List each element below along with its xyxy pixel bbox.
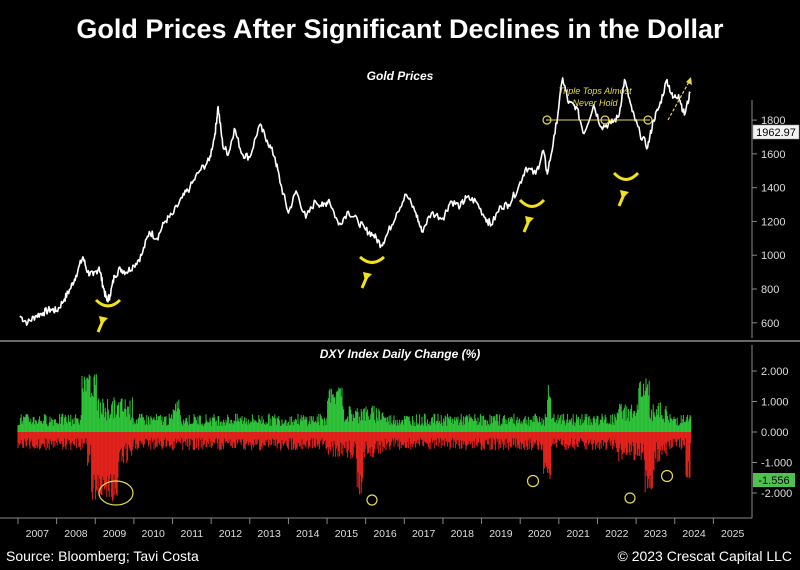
triple-tops-text-1: Triple Tops Almost xyxy=(558,86,632,96)
gold-panel-title: Gold Prices xyxy=(367,69,434,83)
top-marker-2 xyxy=(600,115,610,125)
x-tick-label: 2014 xyxy=(296,528,320,540)
x-tick-label: 2021 xyxy=(566,528,590,540)
bottom-arc-2022 xyxy=(612,171,640,181)
bottom-arrowhead-2020 xyxy=(525,216,534,225)
gold-ytick-label: 1200 xyxy=(761,216,785,228)
dxy-ytick-label: 0.000 xyxy=(761,427,789,439)
dxy-last-value-box xyxy=(753,473,795,487)
bottom-arc-2008 xyxy=(94,298,122,308)
bottom-arrowhead-2015 xyxy=(363,272,372,281)
chart-canvas: Gold Prices DXY Index Daily Change (%) 6… xyxy=(0,69,800,540)
triple-tops-annotation: Triple Tops Almost Never Hold xyxy=(542,77,692,125)
x-tick-label: 2018 xyxy=(451,528,475,540)
top-marker-1 xyxy=(542,115,552,125)
gold-y-ticks: 600 800 1000 1200 1400 1600 1800 xyxy=(752,115,785,330)
x-tick-label: 2011 xyxy=(181,528,204,540)
gold-last-value-box xyxy=(752,124,800,140)
breakout-arrow-head xyxy=(686,77,692,85)
bottom-arrowhead-2022 xyxy=(620,190,629,199)
copyright-note: © 2023 Crescat Capital LLC xyxy=(617,548,792,564)
x-tick-label: 2009 xyxy=(103,528,127,540)
gold-ytick-label: 1800 xyxy=(761,115,785,127)
x-tick-label: 2017 xyxy=(412,528,436,540)
dxy-ytick-label: 2.000 xyxy=(761,366,789,378)
gold-ytick-label: 800 xyxy=(761,284,779,296)
x-tick-label: 2019 xyxy=(489,528,513,540)
chart-title: Gold Prices After Significant Declines i… xyxy=(76,14,724,44)
dxy-ytick-label: -1.000 xyxy=(761,458,792,470)
top-marker-3 xyxy=(643,115,653,125)
dxy-bars xyxy=(17,374,692,502)
dxy-circle-2023 xyxy=(660,469,674,483)
bottom-arrowhead-2008 xyxy=(99,316,108,325)
dxy-last-value: -1.556 xyxy=(753,473,795,487)
dxy-ytick-label: -2.000 xyxy=(761,488,792,500)
gold-last-value-text: 1962.97 xyxy=(756,127,796,139)
dxy-ytick-label: 1.000 xyxy=(761,397,789,409)
x-tick-label: 2016 xyxy=(373,528,397,540)
x-tick-label: 2012 xyxy=(219,528,243,540)
bottom-arc-2015 xyxy=(358,255,386,264)
source-note: Source: Bloomberg; Tavi Costa xyxy=(6,548,199,564)
gold-ytick-label: 1400 xyxy=(761,183,785,195)
x-tick-label: 2025 xyxy=(721,528,745,540)
dxy-circle-2022 xyxy=(624,492,636,504)
gold-price-line xyxy=(19,77,691,326)
dxy-y-ticks: 2.000 1.000 0.000 -1.000 -2.000 xyxy=(752,366,792,500)
x-ticks: 2007 2008 2009 2010 2011 2012 2013 2014 2015 2016… xyxy=(17,518,745,540)
dxy-panel-title: DXY Index Daily Change (%) xyxy=(320,347,480,361)
gold-ytick-label: 1000 xyxy=(761,250,785,262)
dxy-circle-2020 xyxy=(526,474,540,488)
bottom-arc-2020 xyxy=(518,198,546,208)
x-tick-label: 2010 xyxy=(142,528,166,540)
bottom-markers xyxy=(94,171,640,333)
x-tick-label: 2013 xyxy=(257,528,281,540)
triple-tops-text-2: Never Hold xyxy=(572,98,618,108)
breakout-arrow xyxy=(667,79,691,121)
dxy-highlight-circles xyxy=(98,469,674,506)
x-tick-label: 2015 xyxy=(335,528,359,540)
x-tick-label: 2023 xyxy=(644,528,668,540)
x-tick-label: 2022 xyxy=(605,528,629,540)
x-tick-label: 2008 xyxy=(64,528,88,540)
gold-ytick-label: 1600 xyxy=(761,149,785,161)
x-tick-label: 2020 xyxy=(528,528,552,540)
dxy-last-value-text: -1.556 xyxy=(758,475,789,487)
x-tick-label: 2007 xyxy=(26,528,50,540)
x-tick-label: 2024 xyxy=(682,528,706,540)
dxy-circle-2008 xyxy=(98,480,134,506)
dxy-circle-2015 xyxy=(366,494,378,506)
gold-last-value: 1962.97 xyxy=(752,124,800,140)
gold-ytick-label: 600 xyxy=(761,318,779,330)
